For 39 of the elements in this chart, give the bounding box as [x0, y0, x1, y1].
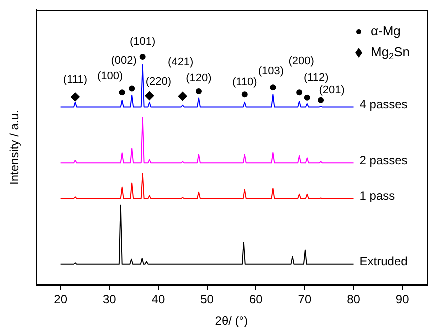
x-tick-label: 40 — [152, 292, 166, 307]
x-tick-label: 30 — [102, 292, 117, 307]
series-label: Extruded — [360, 254, 408, 269]
point — [119, 90, 126, 96]
point — [140, 54, 146, 60]
annotation: (200) — [288, 56, 314, 68]
point — [178, 92, 188, 101]
annotation: (002) — [111, 54, 137, 67]
series-label: 1 pass — [360, 189, 396, 204]
point — [145, 92, 154, 101]
annotation: (201) — [319, 84, 345, 96]
annotation: (111) — [63, 74, 88, 86]
point — [242, 92, 248, 98]
x-tick-label: 20 — [54, 292, 68, 307]
point — [304, 94, 310, 101]
y-axis-title: Intensity / a.u. — [8, 110, 22, 185]
x-tick-label: 50 — [200, 292, 214, 307]
annotation: (110) — [232, 76, 258, 89]
series-label: 4 passes — [360, 98, 408, 112]
annotation: (421) — [168, 56, 194, 69]
x-tick-label: 60 — [249, 292, 264, 307]
annotation: (100) — [97, 70, 124, 83]
legend-label: α-Mg — [371, 24, 401, 39]
annotation: (103) — [258, 66, 284, 78]
point — [129, 86, 136, 92]
text: (101) — [130, 36, 156, 48]
annotation: (120) — [186, 72, 212, 84]
point — [296, 90, 303, 96]
annotation: (112) — [304, 72, 329, 84]
point — [270, 84, 276, 91]
point — [70, 92, 80, 102]
x-axis-title: 2θ/ (°) — [215, 314, 248, 328]
point — [196, 88, 202, 94]
series-label: 2 passes — [360, 153, 408, 168]
annotation: (220) — [146, 76, 172, 88]
point — [318, 97, 324, 104]
x-tick-label: 90 — [396, 292, 410, 307]
x-tick-label: 70 — [298, 292, 312, 307]
x-tick-label: 80 — [347, 292, 361, 307]
